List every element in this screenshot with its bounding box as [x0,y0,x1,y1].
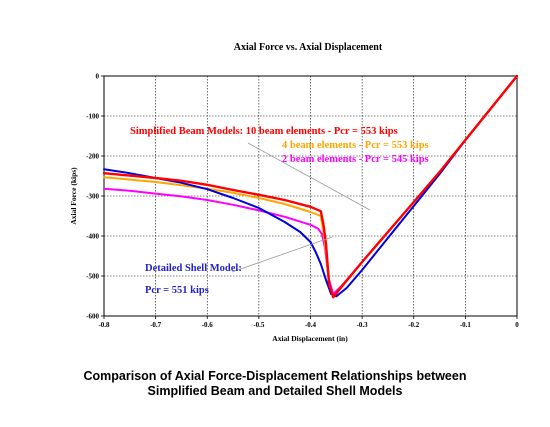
annotation-shell-2: Pcr = 551 kips [145,285,209,296]
x-tick-label: -0.7 [150,321,162,329]
annotation-shell-1: Detailed Shell Model: [145,263,242,274]
x-tick-label: 0 [515,321,519,329]
x-axis-label: Axial Displacement (in) [272,334,348,343]
x-tick-label: -0.3 [357,321,369,329]
x-tick-label: -0.5 [253,321,265,329]
series-line-4 [103,75,518,298]
y-axis-label: Axial Force (kips) [69,167,78,225]
caption-line-1: Comparison of Axial Force-Displacement R… [83,369,467,383]
x-axis-ticks: -0.8 -0.7 -0.6 -0.5 -0.4 -0.3 -0.2 -0.1 0 [98,316,519,329]
chart-title: Axial Force vs. Axial Displacement [234,42,383,53]
x-tick-label: -0.8 [98,321,110,329]
y-tick-label: -500 [86,273,99,281]
x-tick-label: -0.6 [202,321,214,329]
caption-line-2: Simplified Beam and Detailed Shell Model… [147,384,403,398]
beam-annotation-leader [247,142,371,211]
y-tick-label: 0 [96,73,100,81]
x-tick-label: -0.2 [408,321,420,329]
y-tick-label: -100 [86,113,99,121]
shell-annotation-leader [231,236,333,273]
x-tick-label: -0.4 [305,321,317,329]
series-group [102,74,519,299]
y-tick-label: -200 [86,153,99,161]
y-tick-label: -400 [86,233,99,241]
figure-caption: Comparison of Axial Force-Displacement R… [0,369,550,399]
y-tick-label: -600 [86,313,99,321]
series-line-1 [102,74,519,299]
annotation-beam-4: 4 beam elements - Pcr = 553 kips [282,140,429,151]
annotation-beam-2: 2 beam elements - Pcr = 545 kips [282,154,429,165]
annotation-beam-header: Simplified Beam Models: 10 beam elements… [130,126,398,137]
y-axis-ticks: 0 -100 -200 -300 -400 -500 -600 [86,73,104,321]
y-tick-label: -300 [86,193,99,201]
x-tick-label: -0.1 [460,321,472,329]
